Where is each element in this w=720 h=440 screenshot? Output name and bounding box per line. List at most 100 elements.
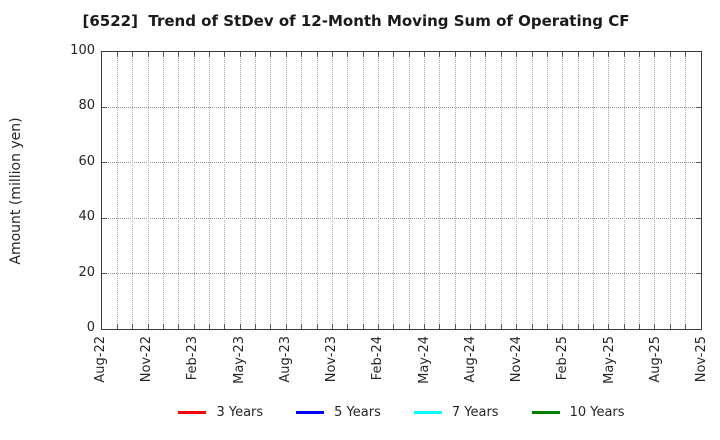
v-gridline (408, 52, 410, 329)
y-tick-label: 20 (78, 264, 95, 280)
x-tick-label: May-23 (231, 336, 247, 384)
v-gridline (301, 52, 303, 329)
x-tick-mark (577, 324, 579, 329)
x-tick-mark (178, 52, 180, 57)
x-tick-mark (500, 52, 502, 57)
x-tick-mark (377, 52, 379, 57)
x-tick-mark (393, 52, 395, 57)
v-gridline (639, 52, 641, 329)
v-gridline (255, 52, 257, 329)
v-gridline (362, 52, 364, 329)
x-tick-mark (116, 324, 118, 329)
v-gridline (377, 52, 379, 329)
x-tick-mark (654, 324, 656, 329)
x-tick-mark (439, 52, 441, 57)
x-tick-mark (408, 324, 410, 329)
plot-area (101, 51, 702, 330)
x-tick-label: Feb-24 (370, 336, 386, 381)
v-gridline (516, 52, 518, 329)
x-tick-mark (255, 52, 257, 57)
h-gridline (102, 162, 701, 164)
legend-line-7-years (413, 410, 442, 414)
x-tick-mark (255, 324, 257, 329)
x-tick-label: Aug-25 (647, 336, 663, 383)
v-gridline (654, 52, 656, 329)
x-tick-mark (639, 324, 641, 329)
x-tick-mark (178, 324, 180, 329)
y-axis-label: Amount (million yen) (8, 117, 24, 265)
y-tick-mark (696, 217, 701, 219)
legend-label-3-years: 3 Years (216, 404, 264, 420)
x-tick-mark (669, 52, 671, 57)
x-tick-mark (408, 52, 410, 57)
v-gridline (546, 52, 548, 329)
v-gridline (132, 52, 134, 329)
legend-item-3-years: 3 Years (178, 405, 263, 420)
x-tick-mark (608, 52, 610, 57)
v-gridline (608, 52, 610, 329)
x-tick-mark (347, 324, 349, 329)
x-tick-mark (377, 324, 379, 329)
y-tick-mark (102, 162, 107, 164)
v-gridline (270, 52, 272, 329)
v-gridline (424, 52, 426, 329)
legend-label-10-years: 10 Years (569, 404, 625, 420)
x-tick-mark (546, 324, 548, 329)
v-gridline (577, 52, 579, 329)
x-tick-label: Nov-23 (324, 336, 340, 383)
x-tick-label: Aug-24 (462, 336, 478, 383)
x-tick-label: Nov-22 (139, 336, 155, 383)
x-tick-mark (316, 52, 318, 57)
x-tick-label: Nov-24 (509, 336, 525, 383)
v-gridline (669, 52, 671, 329)
y-tick-mark (696, 106, 701, 108)
x-tick-label: Feb-25 (555, 336, 571, 381)
x-tick-mark (393, 324, 395, 329)
h-gridline (102, 106, 701, 108)
x-tick-mark (209, 324, 210, 329)
x-tick-mark (285, 52, 287, 57)
x-tick-mark (516, 52, 518, 57)
v-gridline (454, 52, 456, 329)
y-tick-mark (102, 106, 107, 108)
x-tick-mark (531, 324, 533, 329)
x-tick-mark (362, 324, 364, 329)
x-tick-label: May-25 (601, 336, 617, 384)
x-tick-mark (132, 52, 134, 57)
x-tick-mark (639, 52, 641, 57)
x-tick-mark (270, 324, 272, 329)
x-tick-mark (147, 324, 149, 329)
v-gridline (531, 52, 533, 329)
v-gridline (592, 52, 594, 329)
v-gridline (316, 52, 318, 329)
x-tick-mark (470, 324, 472, 329)
x-tick-mark (162, 324, 164, 329)
v-gridline (562, 52, 564, 329)
chart-title: [6522] Trend of StDev of 12-Month Moving… (82, 12, 630, 30)
legend-label-7-years: 7 Years (451, 404, 499, 420)
v-gridline (485, 52, 487, 329)
x-tick-mark (193, 324, 195, 329)
legend-item-10-years: 10 Years (531, 404, 625, 420)
x-tick-mark (500, 324, 502, 329)
legend: 3 Years 5 Years 7 Years 10 Years (101, 403, 702, 421)
v-gridline (162, 52, 164, 329)
x-tick-label: Aug-22 (93, 336, 108, 383)
x-tick-mark (424, 324, 426, 329)
v-gridline (285, 52, 287, 329)
legend-line-3-years (178, 410, 207, 414)
v-gridline (500, 52, 502, 329)
x-tick-mark (654, 52, 656, 57)
x-tick-mark (531, 52, 533, 57)
x-tick-mark (623, 52, 625, 57)
v-gridline (193, 52, 195, 329)
y-tick-label: 100 (70, 43, 95, 58)
x-tick-mark (577, 52, 579, 57)
x-tick-label: Nov-25 (694, 336, 709, 383)
x-tick-mark (424, 52, 426, 57)
v-gridline (239, 52, 241, 329)
x-tick-mark (592, 52, 594, 57)
x-tick-label: Feb-23 (185, 336, 201, 381)
x-tick-mark (470, 52, 472, 57)
y-tick-label: 40 (78, 209, 95, 225)
